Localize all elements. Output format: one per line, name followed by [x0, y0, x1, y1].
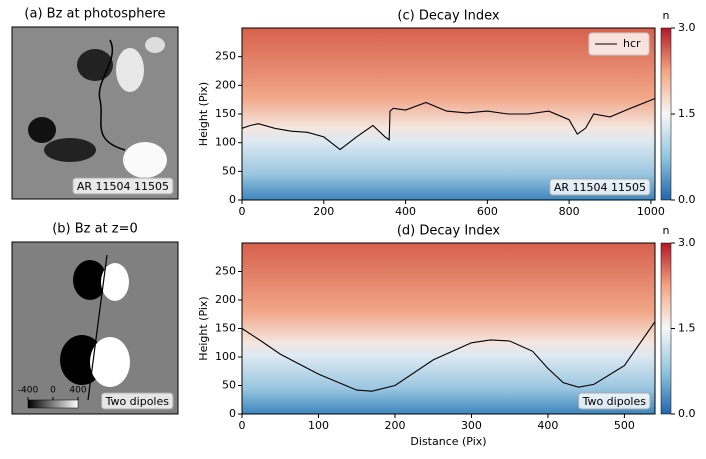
annotation: AR 11504 11505	[554, 181, 646, 194]
panel-title: (c) Decay Index	[397, 9, 499, 24]
y-tick-label: 0	[229, 193, 236, 206]
colorbar-tick-label: 400	[69, 386, 86, 396]
x-tick-label: 200	[384, 419, 405, 432]
colorbar	[660, 242, 672, 415]
y-tick-label: 100	[215, 350, 236, 363]
x-tick-label: 400	[395, 205, 416, 218]
y-axis-label: Height (Pix)	[197, 296, 210, 360]
magnetogram-a	[11, 26, 179, 200]
annotation: Two dipoles	[582, 395, 647, 408]
x-tick-label: 800	[559, 205, 580, 218]
y-tick-label: 0	[229, 407, 236, 420]
plot-frame	[241, 242, 656, 415]
y-tick-label: 50	[222, 379, 236, 392]
x-tick-label: 0	[239, 205, 246, 218]
x-tick-label: 1000	[637, 205, 665, 218]
x-tick-label: 100	[308, 419, 329, 432]
annotation: Two dipoles	[105, 395, 170, 408]
colorbar-label: n	[663, 224, 670, 237]
magnetogram-b	[11, 241, 179, 415]
plot-frame	[241, 27, 656, 201]
annotation-box	[72, 177, 174, 195]
colorbar-tick-label: 0	[50, 386, 56, 396]
panel-title: (d) Decay Index	[397, 224, 501, 239]
colorbar-label: n	[663, 9, 670, 22]
x-tick-label: 0	[239, 419, 246, 432]
legend-label: hcr	[623, 37, 641, 50]
x-tick-label: 300	[461, 419, 482, 432]
y-tick-label: 250	[215, 265, 236, 278]
panel-title: (b) Bz at z=0	[52, 222, 138, 237]
y-tick-label: 150	[215, 107, 236, 120]
y-axis-label: Height (Pix)	[197, 82, 210, 146]
heatmap	[242, 28, 655, 200]
annotation-box	[101, 392, 174, 410]
x-axis-label: Distance (Pix)	[410, 435, 486, 448]
x-tick-label: 400	[537, 419, 558, 432]
h-cr-line	[241, 321, 656, 392]
y-tick-label: 50	[222, 164, 236, 177]
legend-box	[588, 32, 650, 56]
annotation-box	[578, 392, 651, 410]
colorbar-tick-label: 0.0	[678, 407, 696, 420]
colorbar-tick-label: 0.0	[678, 193, 696, 206]
y-tick-label: 200	[215, 78, 236, 91]
x-tick-label: 600	[477, 205, 498, 218]
y-tick-label: 100	[215, 136, 236, 149]
y-tick-label: 250	[215, 50, 236, 63]
colorbar-tick-label: 1.5	[678, 107, 696, 120]
x-tick-label: 500	[614, 419, 635, 432]
colorbar-tick-label: 1.5	[678, 322, 696, 335]
annotation: AR 11504 11505	[77, 180, 169, 193]
x-tick-label: 200	[313, 205, 334, 218]
colorbar-tick-label: -400	[18, 386, 39, 396]
h-cr-line	[241, 97, 656, 151]
annotation-box	[549, 178, 651, 196]
y-tick-label: 150	[215, 322, 236, 335]
colorbar-tick-label: 3.0	[678, 21, 696, 34]
colorbar	[660, 27, 672, 201]
y-tick-label: 200	[215, 293, 236, 306]
heatmap	[242, 243, 655, 414]
colorbar-tick-label: 3.0	[678, 236, 696, 249]
panel-title: (a) Bz at photosphere	[24, 7, 165, 22]
